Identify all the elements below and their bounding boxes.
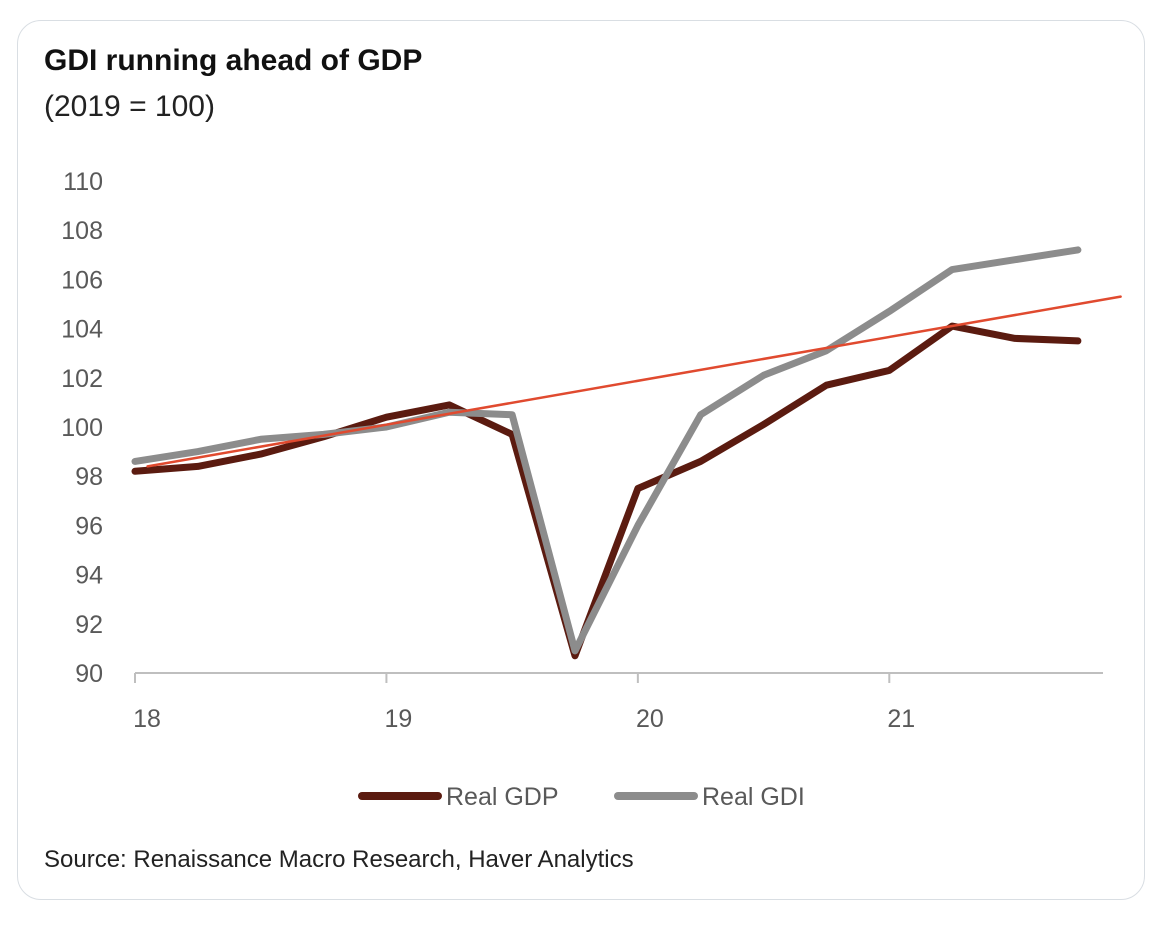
- legend: Real GDP Real GDI: [358, 783, 805, 811]
- y-tick-label: 98: [75, 463, 103, 491]
- chart-card: [17, 20, 1145, 900]
- legend-label-real-gdp: Real GDP: [446, 783, 559, 811]
- y-tick-label: 100: [61, 414, 103, 442]
- chart-subtitle: (2019 = 100): [44, 90, 215, 123]
- chart-title: GDI running ahead of GDP: [44, 44, 423, 77]
- x-axis: 18 19 20 21: [133, 672, 1103, 733]
- trend-line: [146, 295, 1122, 468]
- x-tick-label: 18: [133, 705, 161, 733]
- y-tick-label: 102: [61, 365, 103, 393]
- y-tick-label: 108: [61, 217, 103, 245]
- y-tick-label: 92: [75, 611, 103, 639]
- x-tick-label: 20: [636, 705, 664, 733]
- y-axis-ticks: 110 108 106 104 102 100 98 96 94 92 90: [61, 168, 103, 688]
- y-tick-label: 96: [75, 512, 103, 540]
- x-tick-label: 21: [887, 705, 915, 733]
- x-tick-label: 19: [385, 705, 413, 733]
- series-layer: [131, 246, 1122, 660]
- source-note: Source: Renaissance Macro Research, Have…: [44, 846, 634, 873]
- y-tick-label: 110: [63, 168, 103, 196]
- y-tick-label: 90: [75, 660, 103, 688]
- legend-label-real-gdi: Real GDI: [702, 783, 805, 811]
- y-tick-label: 94: [75, 562, 103, 590]
- y-tick-label: 106: [61, 266, 103, 294]
- series-line-real-gdp: [131, 322, 1082, 660]
- series-line-real-gdi: [131, 246, 1082, 655]
- y-tick-label: 104: [61, 316, 103, 344]
